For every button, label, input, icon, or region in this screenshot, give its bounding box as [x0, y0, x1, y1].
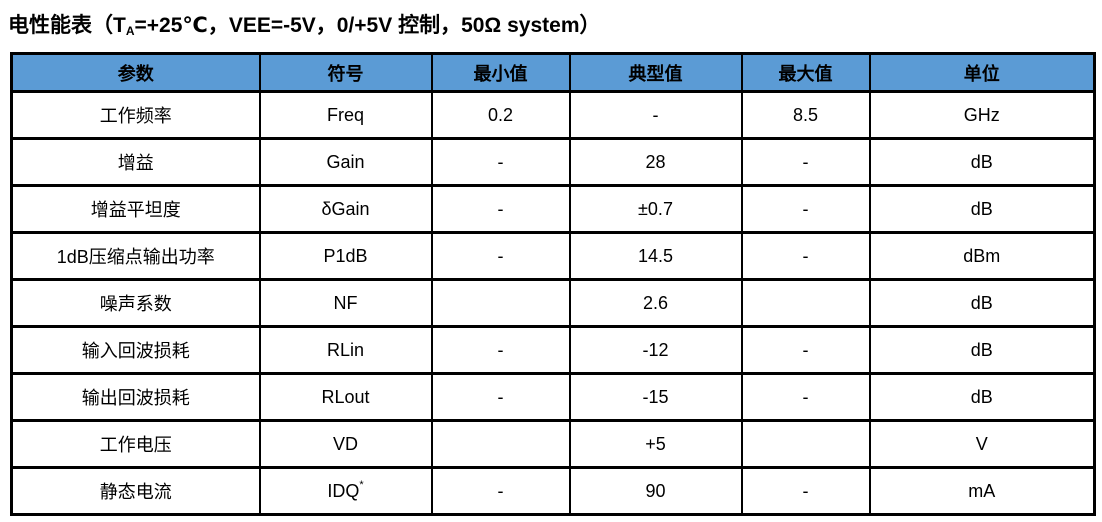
symbol-cell: RLin: [258, 325, 433, 375]
table-row-rlout: 输出回波损耗 RLout - -15 - dB: [10, 372, 1096, 422]
symbol-cell: Freq: [258, 90, 433, 140]
min-cell: -: [430, 184, 571, 234]
typical-cell: -: [568, 90, 743, 140]
typical-cell: +5: [568, 419, 743, 469]
symbol-cell: NF: [258, 278, 433, 328]
symbol-cell: δGain: [258, 184, 433, 234]
column-header-unit: 单位: [868, 52, 1096, 93]
table-row-rlin: 输入回波损耗 RLin - -12 - dB: [10, 325, 1096, 375]
table-row-gain-flatness: 增益平坦度 δGain - ±0.7 - dB: [10, 184, 1096, 234]
unit-cell: V: [868, 419, 1096, 469]
table-row-vd: 工作电压 VD +5 V: [10, 419, 1096, 469]
unit-cell: dB: [868, 137, 1096, 187]
symbol-cell: P1dB: [258, 231, 433, 281]
min-cell: -: [430, 372, 571, 422]
max-cell: -: [740, 466, 871, 516]
table-row-idq: 静态电流 IDQ* - 90 - mA: [10, 466, 1096, 516]
min-cell: -: [430, 231, 571, 281]
max-cell: -: [740, 231, 871, 281]
column-header-typical: 典型值: [568, 52, 743, 93]
min-cell: 0.2: [430, 90, 571, 140]
parameter-cell: 噪声系数: [10, 278, 261, 328]
parameter-cell: 增益: [10, 137, 261, 187]
electrical-spec-table: 参数 符号 最小值 典型值 最大值 单位 工作频率 Freq 0.2 - 8.5…: [10, 52, 1096, 516]
table-row-p1db: 1dB压缩点输出功率 P1dB - 14.5 - dBm: [10, 231, 1096, 281]
parameter-cell: 输入回波损耗: [10, 325, 261, 375]
min-cell: [430, 278, 571, 328]
parameter-cell: 工作频率: [10, 90, 261, 140]
title-subscript: A: [125, 24, 135, 38]
column-header-symbol: 符号: [258, 52, 433, 93]
typical-cell: 2.6: [568, 278, 743, 328]
min-cell: -: [430, 466, 571, 516]
header-row: 参数 符号 最小值 典型值 最大值 单位: [10, 52, 1096, 93]
max-cell: [740, 278, 871, 328]
max-cell: -: [740, 372, 871, 422]
typical-cell: 90: [568, 466, 743, 516]
table-header: 参数 符号 最小值 典型值 最大值 单位: [10, 52, 1096, 93]
parameter-cell: 1dB压缩点输出功率: [10, 231, 261, 281]
unit-cell: mA: [868, 466, 1096, 516]
typical-cell: -15: [568, 372, 743, 422]
table-body: 工作频率 Freq 0.2 - 8.5 GHz 增益 Gain - 28 - d…: [10, 90, 1096, 516]
unit-cell: GHz: [868, 90, 1096, 140]
title-text-left: 电性能表（T: [8, 14, 126, 37]
symbol-cell: RLout: [258, 372, 433, 422]
page-title: 电性能表（TA=+25℃，VEE=-5V，0/+5V 控制，50Ω system…: [0, 0, 1102, 39]
column-header-max: 最大值: [740, 52, 871, 93]
unit-cell: dBm: [868, 231, 1096, 281]
typical-cell: -12: [568, 325, 743, 375]
unit-cell: dB: [868, 325, 1096, 375]
max-cell: -: [740, 137, 871, 187]
symbol-cell: VD: [258, 419, 433, 469]
min-cell: -: [430, 325, 571, 375]
table-row-gain: 增益 Gain - 28 - dB: [10, 137, 1096, 187]
typical-cell: 28: [568, 137, 743, 187]
table-row-freq: 工作频率 Freq 0.2 - 8.5 GHz: [10, 90, 1096, 140]
max-cell: -: [740, 325, 871, 375]
max-cell: 8.5: [740, 90, 871, 140]
symbol-cell: IDQ*: [258, 466, 433, 516]
parameter-cell: 增益平坦度: [10, 184, 261, 234]
unit-cell: dB: [868, 278, 1096, 328]
symbol-superscript: *: [359, 478, 364, 491]
table-row-nf: 噪声系数 NF 2.6 dB: [10, 278, 1096, 328]
typical-cell: 14.5: [568, 231, 743, 281]
min-cell: -: [430, 137, 571, 187]
parameter-cell: 输出回波损耗: [10, 372, 261, 422]
parameter-cell: 静态电流: [10, 466, 261, 516]
min-cell: [430, 419, 571, 469]
typical-cell: ±0.7: [568, 184, 743, 234]
max-cell: [740, 419, 871, 469]
unit-cell: dB: [868, 184, 1096, 234]
column-header-parameter: 参数: [10, 52, 261, 93]
unit-cell: dB: [868, 372, 1096, 422]
max-cell: -: [740, 184, 871, 234]
title-text-right: =+25℃，VEE=-5V，0/+5V 控制，50Ω system）: [134, 14, 601, 37]
parameter-cell: 工作电压: [10, 419, 261, 469]
column-header-min: 最小值: [430, 52, 571, 93]
symbol-cell: Gain: [258, 137, 433, 187]
